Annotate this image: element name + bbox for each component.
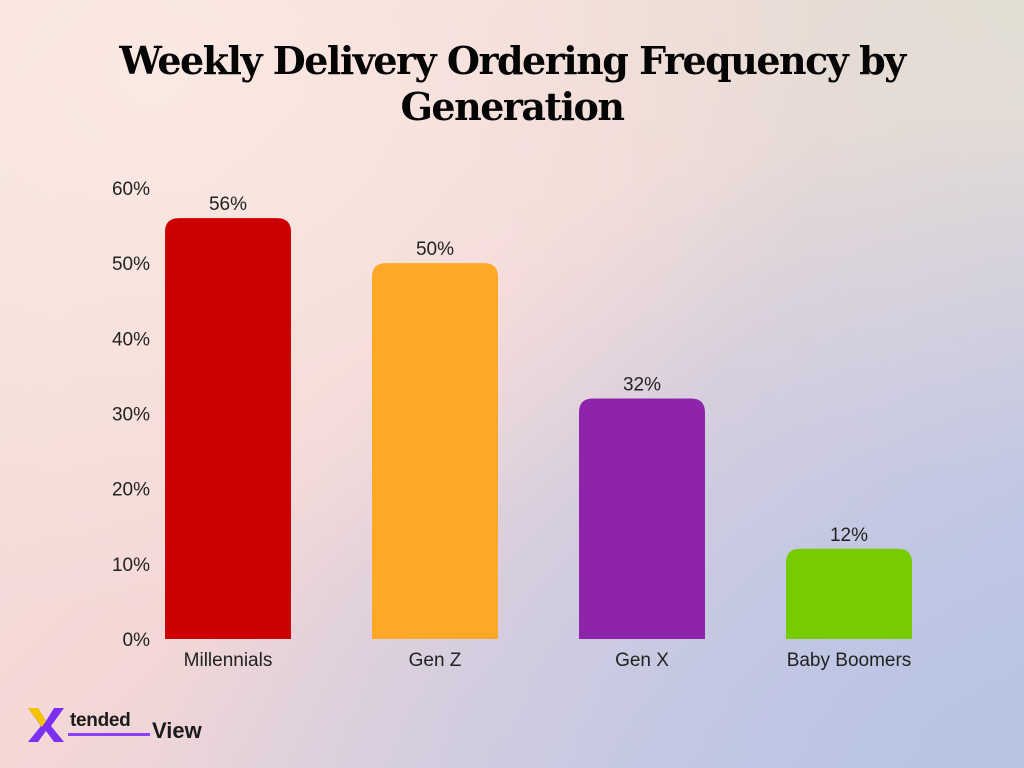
logo-text-view: View [152, 718, 202, 743]
y-tick-label: 20% [112, 480, 150, 501]
x-tick-label: Millennials [184, 650, 273, 671]
y-tick-label: 60% [112, 179, 150, 200]
chart-title: Weekly Delivery Ordering Frequency by Ge… [119, 38, 906, 129]
logo-x-icon [28, 708, 64, 742]
y-tick-label: 0% [123, 630, 151, 651]
xtendedview-logo: tended View [24, 700, 224, 744]
y-tick-label: 50% [112, 254, 150, 275]
bar-value-label: 32% [623, 374, 661, 395]
logo-text-tended: tended [70, 710, 131, 731]
bar-baby-boomers [786, 548, 912, 639]
y-tick-label: 40% [112, 329, 150, 350]
bar-value-label: 56% [209, 194, 247, 215]
y-axis-ticks: 0% 10% 20% 30% 40% 50% 60% [112, 179, 150, 651]
x-tick-label: Gen X [615, 650, 669, 671]
bar-gen-x [579, 398, 705, 639]
bar-gen-z [372, 263, 498, 639]
logo-underline [68, 733, 150, 736]
bars [165, 218, 912, 640]
x-tick-label: Gen Z [409, 650, 462, 671]
bar-millennials [165, 218, 291, 640]
bar-value-label: 50% [416, 239, 454, 260]
bar-value-label: 12% [830, 525, 868, 546]
x-axis-ticks: Millennials Gen Z Gen X Baby Boomers [184, 650, 912, 671]
bar-value-labels: 56% 50% 32% 12% [209, 194, 868, 546]
x-tick-label: Baby Boomers [787, 650, 912, 671]
y-tick-label: 30% [112, 405, 150, 426]
y-tick-label: 10% [112, 555, 150, 576]
